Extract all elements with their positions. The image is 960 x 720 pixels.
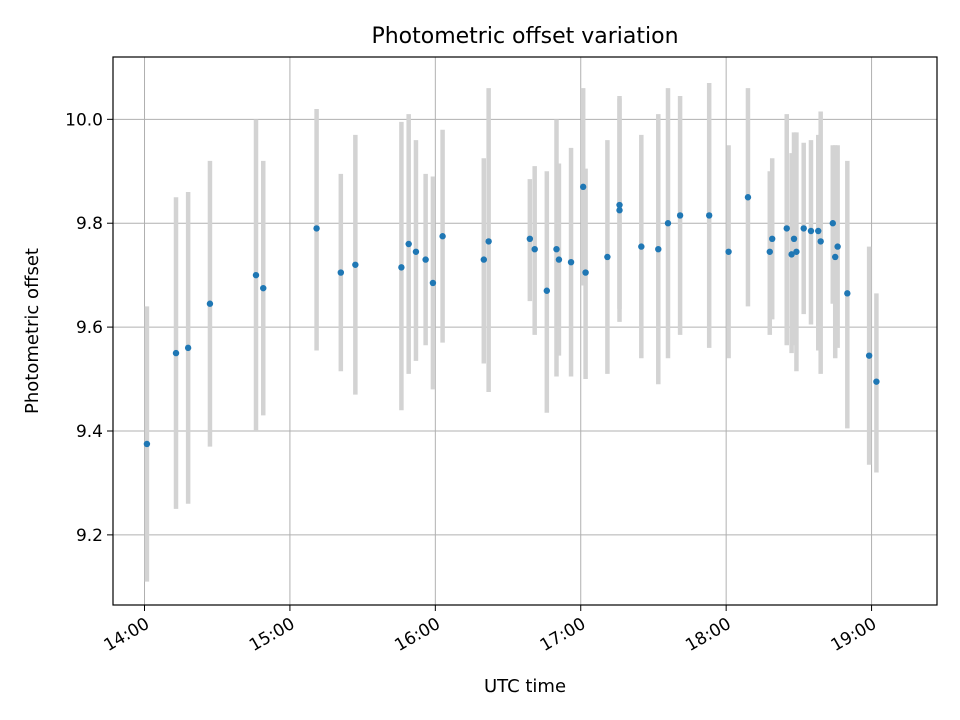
y-tick-label: 10.0 [65,110,103,130]
data-point [531,245,538,253]
data-point [790,235,798,243]
data-point [844,290,851,297]
data-point [832,253,839,261]
data-point [543,287,551,294]
data-point [769,235,776,243]
data-point [744,194,752,201]
y-tick-label: 9.8 [76,214,103,234]
data-point [793,248,800,255]
x-axis-label: UTC time [484,676,566,697]
data-point [788,251,795,258]
data-point [143,440,151,448]
data-point [829,220,836,227]
data-point [439,233,446,240]
data-point [429,279,437,287]
data-point [526,235,534,243]
data-point [313,225,320,232]
data-point [405,240,412,248]
data-point [807,227,815,235]
data-point [172,349,180,357]
y-tick-label: 9.6 [76,318,103,338]
y-tick-label: 9.2 [76,526,103,546]
data-point [655,245,662,253]
data-point [352,261,359,268]
data-point [873,378,880,385]
plot-frame [112,56,938,606]
chart-title: Photometric offset variation [371,24,678,49]
data-point [834,243,841,250]
data-point [398,264,405,271]
data-point [664,220,672,227]
data-point [485,238,492,245]
data-point [766,248,773,255]
data-point [206,300,214,307]
grid [113,57,937,605]
data-point [800,225,807,232]
data-point [865,352,873,359]
data-point [260,284,267,292]
data-point [817,238,824,245]
data-point [184,344,192,352]
data-point [337,269,345,276]
data-point [422,256,429,263]
y-axis-ticks: 9.2 9.4 9.6 9.8 10.0 [65,110,113,546]
data-point [616,201,623,209]
data-point [567,258,575,266]
data-point [705,212,713,219]
data-point [815,227,822,235]
data-point [480,256,487,263]
data-point [555,256,563,263]
data-point [579,183,587,191]
data-point [725,248,732,255]
data-points [143,183,880,448]
data-point [582,269,589,276]
data-point [604,253,611,261]
data-point [783,225,790,232]
data-point [638,243,645,250]
y-tick-label: 9.4 [76,422,103,442]
data-point [553,245,560,253]
data-point [676,212,684,219]
y-axis-label: Photometric offset [22,248,43,414]
data-point [412,248,420,255]
data-point [616,207,623,214]
data-point [252,271,260,279]
